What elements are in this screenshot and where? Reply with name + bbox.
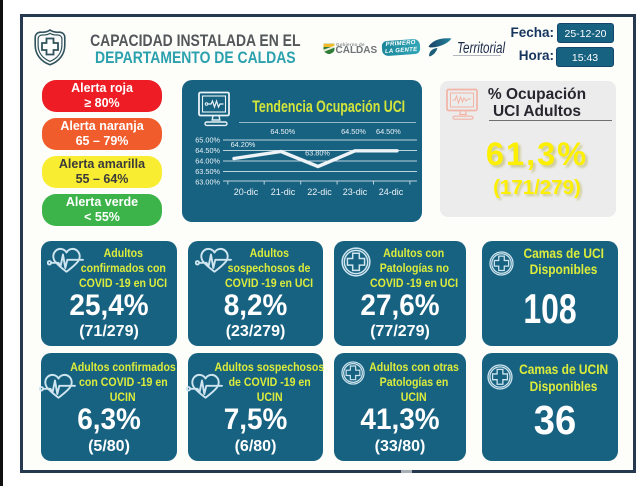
svg-text:63.00%: 63.00% [195, 178, 220, 187]
svg-text:24-dic: 24-dic [379, 187, 404, 197]
svg-text:64.50%: 64.50% [270, 127, 295, 136]
svg-text:64.50%: 64.50% [195, 146, 220, 155]
svg-text:21-dic: 21-dic [271, 187, 296, 197]
svg-text:23-dic: 23-dic [343, 187, 368, 197]
svg-text:22-dic: 22-dic [307, 187, 332, 197]
svg-text:65.00%: 65.00% [195, 136, 220, 145]
svg-text:64.00%: 64.00% [195, 157, 220, 166]
svg-text:63.50%: 63.50% [195, 167, 220, 176]
svg-text:64.50%: 64.50% [376, 127, 401, 136]
svg-text:20-dic: 20-dic [234, 187, 259, 197]
svg-text:63.80%: 63.80% [305, 149, 330, 158]
svg-text:64.50%: 64.50% [341, 127, 366, 136]
svg-text:64.20%: 64.20% [231, 140, 256, 149]
